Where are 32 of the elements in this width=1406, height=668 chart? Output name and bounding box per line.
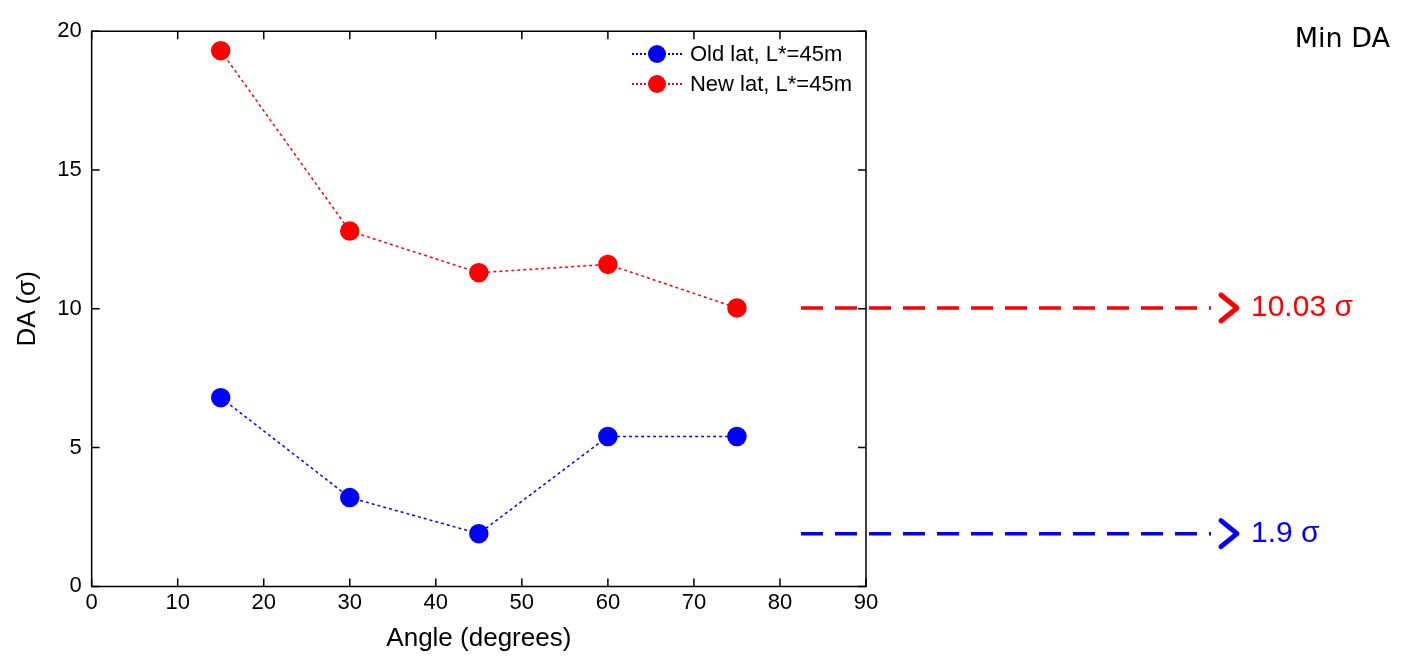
point	[727, 298, 747, 318]
x-tick-label: 20	[251, 588, 276, 614]
point	[598, 426, 618, 447]
x-tick-label: 30	[337, 588, 363, 614]
x-tick-label: 90	[853, 588, 879, 614]
x-axis-title: Angle (degrees)	[386, 621, 572, 652]
point	[469, 523, 489, 544]
legend-label: New lat, L*=45m	[689, 70, 852, 99]
x-tick-label: 40	[423, 588, 449, 614]
point	[210, 387, 231, 408]
x-tick-label: 10	[165, 588, 190, 614]
legend-label: Old lat, L*=45m	[689, 40, 843, 69]
x-tick-label: 70	[681, 588, 707, 614]
ref-line-label: 10.03 σ	[1251, 289, 1354, 323]
point	[340, 221, 360, 241]
point	[727, 426, 747, 447]
y-axis-title: DA (σ)	[10, 271, 41, 347]
x-tick-label: 80	[767, 588, 793, 614]
ref-line-label: 1.9 σ	[1251, 514, 1321, 548]
point	[210, 40, 231, 61]
point	[340, 487, 360, 508]
x-tick-label: 50	[509, 588, 535, 614]
point	[469, 262, 489, 283]
y-tick-label: 5	[69, 433, 82, 459]
point	[598, 254, 618, 275]
y-tick-label: 20	[57, 17, 82, 43]
text: Min DA	[1294, 21, 1391, 53]
y-tick-label: 10	[57, 294, 82, 320]
x-tick-label: 60	[595, 588, 621, 614]
y-tick-label: 0	[69, 572, 82, 598]
x-tick-label: 0	[85, 588, 98, 614]
y-tick-label: 15	[57, 156, 82, 182]
